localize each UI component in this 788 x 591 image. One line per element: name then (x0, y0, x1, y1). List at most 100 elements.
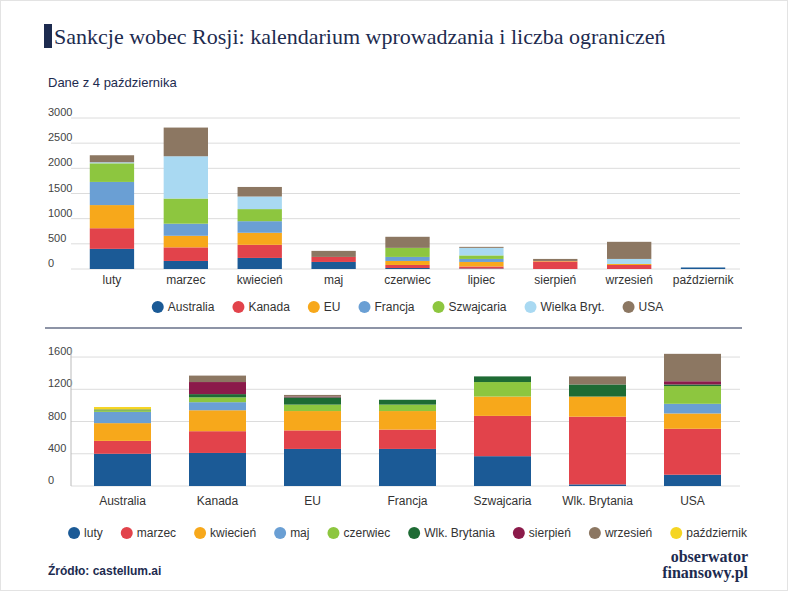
bar-segment (238, 258, 282, 269)
bar-segment (379, 399, 436, 400)
bar-segment (90, 205, 134, 228)
title: Sankcje wobec Rosji: kalendarium wprowad… (54, 24, 666, 49)
grid-line (71, 357, 740, 358)
legend-label: EU (324, 300, 341, 314)
bar-segment (189, 394, 246, 397)
bar-segment (664, 475, 721, 486)
tick-label: 1200 (48, 377, 72, 389)
legend-label: październik (686, 526, 748, 540)
tick-label: 1600 (48, 345, 72, 357)
bar-segment (164, 128, 208, 157)
tick-label: 0 (48, 257, 54, 269)
bar-segment (607, 242, 651, 259)
legend-label: luty (84, 526, 103, 540)
bar-segment (681, 267, 725, 268)
bar-segment (459, 248, 503, 256)
legend-label: Australia (168, 300, 215, 314)
bars (90, 128, 725, 269)
bar-segment (238, 187, 282, 197)
bar-segment (569, 484, 626, 486)
bar-segment (664, 404, 721, 414)
bar-segment (284, 405, 341, 411)
bar-segment (607, 264, 651, 265)
bar-segment (664, 381, 721, 384)
source: Źródło: castellum.ai (48, 563, 161, 578)
category-label: czerwiec (384, 273, 431, 287)
legend-label: Szwajcaria (449, 300, 507, 314)
legend-marker (308, 301, 320, 313)
category-label: wrzesień (604, 273, 652, 287)
bar-segment (533, 259, 577, 261)
bar-segment (474, 376, 531, 382)
bar-segment (379, 399, 436, 400)
category-label: luty (103, 273, 122, 287)
tick-label: 1000 (48, 207, 72, 219)
bar-segment (164, 199, 208, 224)
bar-segment (284, 430, 341, 449)
bar-segment (664, 429, 721, 475)
category-label: maj (324, 273, 343, 287)
bar-segment (664, 413, 721, 428)
bar-segment (459, 255, 503, 259)
bar-segment (379, 449, 436, 486)
bar-segment (459, 266, 503, 268)
bar-segment (90, 249, 134, 269)
logo: obserwator (671, 548, 748, 565)
bar-segment (94, 410, 151, 412)
separator (45, 327, 742, 328)
tick-label: 2500 (48, 131, 72, 143)
legend-marker (589, 527, 601, 539)
bar-segment (90, 228, 134, 249)
bar-segment (474, 416, 531, 456)
bar-segment (164, 247, 208, 261)
category-label: Francja (387, 494, 427, 508)
tick-label: 0 (48, 474, 54, 486)
bar-segment (379, 430, 436, 449)
legend-marker (194, 527, 206, 539)
legend-marker (513, 527, 525, 539)
bar-segment (385, 268, 429, 269)
legend-label: Wlk. Brytania (424, 526, 495, 540)
category-label: październik (673, 273, 735, 287)
legend-label: maj (290, 526, 309, 540)
bar-segment (379, 400, 436, 405)
bar-segment (189, 431, 246, 453)
bar-segment (459, 259, 503, 262)
bar-segment (474, 376, 531, 377)
bar-segment (94, 423, 151, 441)
legend-label: Francja (374, 300, 414, 314)
bar-segment (94, 407, 151, 409)
bar-segment (90, 163, 134, 182)
bar-segment (385, 237, 429, 248)
legend-label: Wielka Bryt. (541, 300, 605, 314)
bar-segment (681, 267, 725, 268)
bar-segment (385, 265, 429, 268)
bar-segment (189, 397, 246, 402)
bar-segment (164, 261, 208, 269)
tick-label: 1500 (48, 182, 72, 194)
legend-label: sierpień (529, 526, 571, 540)
category-label: marzec (166, 273, 205, 287)
bar-segment (681, 267, 725, 268)
category-label: Kanada (197, 494, 239, 508)
legend-label: czerwiec (343, 526, 390, 540)
bar-segment (189, 453, 246, 486)
bar-segment (385, 257, 429, 261)
bar-segment (664, 353, 721, 354)
bar-segment (681, 267, 725, 268)
bar-segment (238, 197, 282, 210)
tick-label: 2000 (48, 156, 72, 168)
bar-segment (189, 402, 246, 410)
bar-segment (164, 156, 208, 198)
bar-segment (459, 247, 503, 248)
legend-marker (670, 527, 682, 539)
bar-segment (385, 248, 429, 257)
bar-segment (379, 399, 436, 400)
category-label: kwiecień (237, 273, 283, 287)
category-label: Australia (99, 494, 146, 508)
bar-segment (90, 162, 134, 163)
bar-segment (238, 209, 282, 221)
bar-segment (459, 262, 503, 267)
legend-marker (121, 527, 133, 539)
bar-segment (569, 384, 626, 396)
